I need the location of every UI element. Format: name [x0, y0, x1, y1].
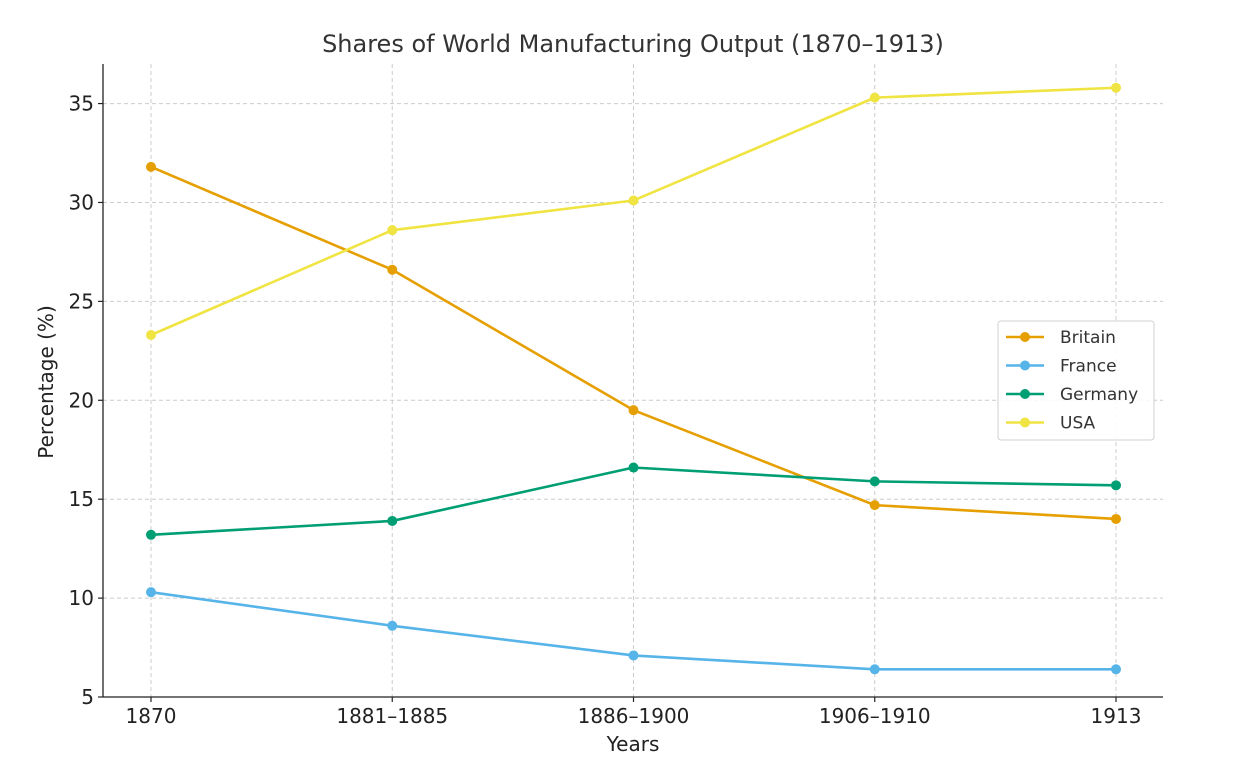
- y-tick-label: 15: [69, 487, 94, 511]
- data-point-usa: [628, 195, 639, 206]
- data-point-france: [1111, 664, 1121, 675]
- data-point-britain: [1111, 513, 1121, 524]
- data-point-france: [146, 587, 156, 598]
- data-point-germany: [869, 476, 880, 487]
- y-tick-label: 5: [81, 685, 94, 709]
- chart-title: Shares of World Manufacturing Output (18…: [322, 30, 944, 58]
- data-point-germany: [146, 529, 156, 540]
- x-tick-label: 1886–1900: [578, 704, 690, 728]
- x-tick-label: 1881–1885: [336, 704, 448, 728]
- axes: [98, 64, 1163, 702]
- data-point-usa: [869, 92, 880, 103]
- series-britain: [146, 161, 1121, 524]
- legend-label: Britain: [1060, 328, 1116, 348]
- y-tick-label: 35: [69, 92, 94, 116]
- y-axis-label: Percentage (%): [34, 305, 58, 458]
- data-point-france: [628, 650, 639, 661]
- legend: Britain France Germany USA: [997, 320, 1155, 441]
- series-germany: [146, 462, 1121, 540]
- legend-item-france: France: [1006, 357, 1117, 377]
- data-point-britain: [146, 161, 156, 172]
- x-tick-label: 1906–1910: [819, 704, 931, 728]
- data-point-britain: [869, 500, 880, 511]
- data-point-germany: [628, 462, 639, 473]
- data-point-britain: [628, 405, 639, 416]
- series-usa: [146, 82, 1121, 341]
- data-point-france: [387, 620, 398, 631]
- data-point-usa: [1111, 82, 1121, 93]
- data-point-germany: [1111, 480, 1121, 491]
- data-point-france: [869, 664, 880, 675]
- y-tick-label: 20: [69, 388, 94, 412]
- legend-swatch-marker: [1020, 417, 1030, 428]
- series-lines: [146, 82, 1121, 675]
- y-tick-label: 30: [69, 190, 94, 214]
- series-france: [146, 587, 1121, 675]
- legend-swatch-marker: [1020, 360, 1030, 371]
- legend-swatch-marker: [1020, 332, 1030, 342]
- legend-swatch-marker: [1020, 389, 1030, 399]
- data-point-britain: [387, 264, 398, 275]
- data-point-usa: [387, 225, 398, 236]
- y-tick-label: 10: [69, 586, 94, 610]
- tick-labels: 1870 1881–1885 1886–1900 1906–1910 1913 5 10 15…: [69, 92, 1142, 728]
- legend-item-usa: USA: [1006, 414, 1096, 434]
- legend-label: Germany: [1060, 385, 1138, 405]
- x-axis-label: Years: [606, 732, 660, 756]
- legend-label: USA: [1060, 414, 1096, 434]
- legend-label: France: [1060, 357, 1117, 377]
- legend-item-britain: Britain: [1006, 328, 1116, 348]
- x-tick-label: 1913: [1091, 704, 1142, 728]
- legend-item-germany: Germany: [1006, 385, 1138, 405]
- data-point-germany: [387, 515, 398, 526]
- data-point-usa: [146, 330, 156, 341]
- x-tick-label: 1870: [126, 704, 177, 728]
- legend-frame: [997, 320, 1155, 441]
- y-tick-label: 25: [69, 289, 94, 313]
